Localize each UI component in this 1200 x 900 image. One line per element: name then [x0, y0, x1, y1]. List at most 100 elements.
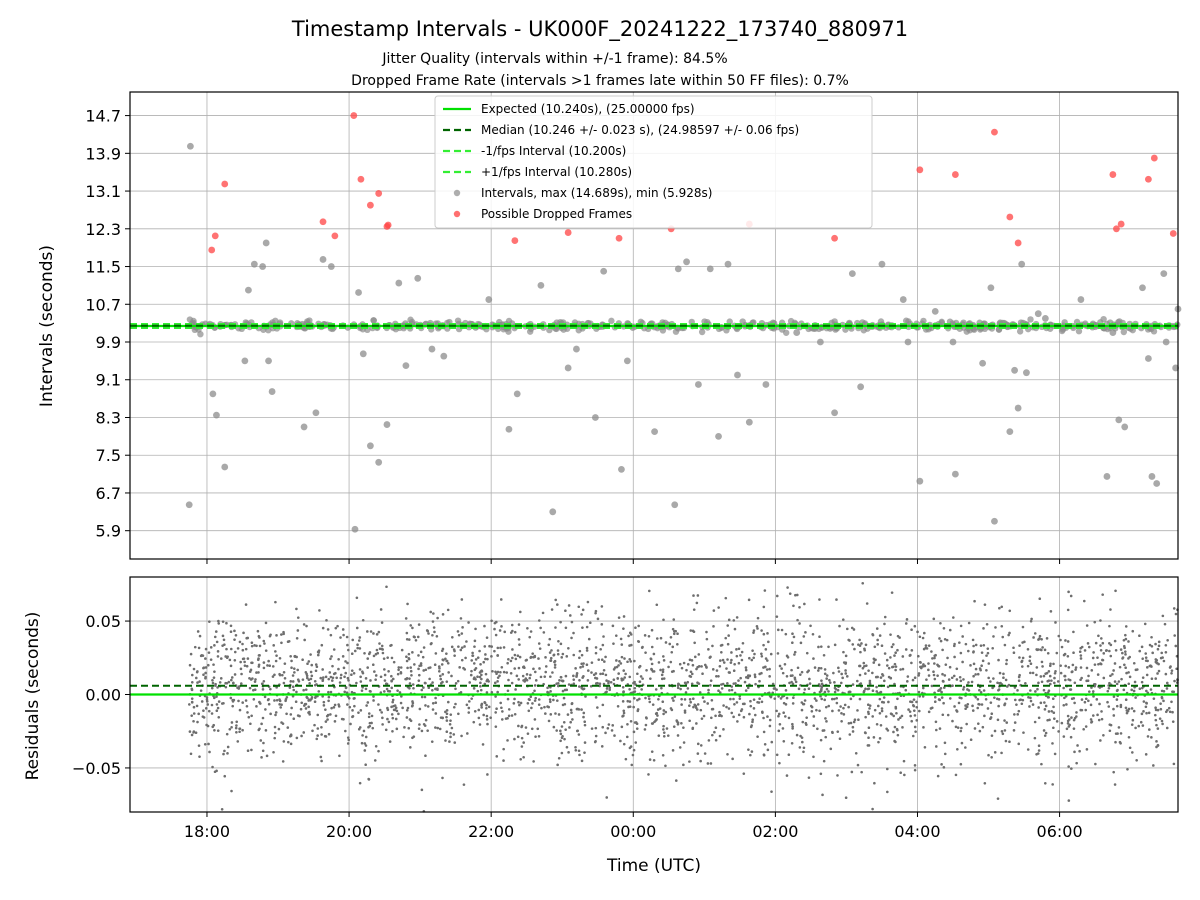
- residual-point: [833, 690, 837, 694]
- residual-point: [880, 707, 884, 710]
- residual-point: [1117, 726, 1121, 729]
- residual-point: [291, 685, 295, 689]
- residual-point: [767, 640, 770, 644]
- residual-point: [582, 711, 586, 715]
- residual-point: [829, 747, 833, 751]
- residual-point: [875, 685, 878, 689]
- residual-point: [691, 697, 695, 701]
- residual-point: [736, 720, 739, 723]
- residual-point: [233, 658, 237, 662]
- residual-point: [316, 734, 319, 737]
- interval-outlier-point: [951, 470, 959, 478]
- residual-point: [853, 647, 856, 651]
- residual-point: [537, 735, 541, 738]
- residual-point: [1071, 663, 1075, 667]
- residual-point: [561, 679, 565, 683]
- residual-point: [1112, 770, 1115, 774]
- residual-point: [1127, 707, 1131, 711]
- residual-point: [881, 674, 885, 677]
- interval-outlier-point: [623, 357, 631, 365]
- residual-point: [245, 704, 249, 708]
- residual-point: [673, 695, 677, 698]
- residual-point: [987, 753, 990, 757]
- residual-point: [485, 703, 488, 707]
- residual-point: [494, 695, 497, 698]
- residual-point: [762, 632, 766, 636]
- residual-point: [974, 643, 978, 647]
- residual-point: [289, 655, 292, 658]
- residual-point: [375, 633, 379, 636]
- residual-point: [526, 732, 530, 735]
- residual-point: [778, 722, 782, 726]
- residual-point: [356, 646, 359, 650]
- residual-point: [194, 676, 198, 680]
- residual-point: [554, 626, 557, 629]
- residual-point: [951, 684, 954, 688]
- interval-outlier-point: [549, 508, 557, 516]
- x-tick-label: 22:00: [468, 822, 514, 841]
- residual-point: [828, 681, 832, 684]
- residual-point: [220, 807, 224, 811]
- residual-point: [1109, 723, 1113, 727]
- residual-point: [662, 659, 666, 662]
- residual-point: [1122, 688, 1126, 692]
- residual-point: [233, 638, 236, 641]
- residual-point: [273, 731, 277, 735]
- residual-point: [487, 705, 491, 709]
- residual-point: [1036, 752, 1040, 755]
- residual-point: [721, 682, 725, 686]
- residual-point: [498, 674, 501, 678]
- residual-point: [1028, 705, 1031, 708]
- residual-point: [845, 627, 849, 631]
- residual-point: [1043, 708, 1047, 711]
- residual-point: [583, 741, 587, 744]
- residual-point: [610, 729, 614, 732]
- residual-point: [235, 724, 238, 727]
- residual-point: [467, 621, 470, 624]
- residual-point: [913, 624, 917, 628]
- residual-point: [568, 614, 572, 617]
- residual-point: [262, 639, 266, 643]
- residual-point: [1108, 641, 1111, 645]
- residual-point: [566, 713, 570, 716]
- residual-point: [1135, 758, 1138, 762]
- residual-point: [242, 657, 246, 660]
- residual-point: [957, 701, 961, 705]
- residual-point: [908, 654, 912, 657]
- residual-point: [1090, 669, 1094, 672]
- residual-point: [381, 716, 384, 720]
- residual-point: [647, 697, 651, 701]
- residual-point: [506, 739, 509, 742]
- residual-point: [944, 663, 948, 666]
- interval-outlier-point: [440, 352, 448, 360]
- residual-point: [890, 645, 894, 649]
- residual-point: [998, 606, 1001, 610]
- residual-point: [594, 609, 598, 613]
- residual-point: [660, 677, 664, 681]
- residual-point: [650, 645, 654, 649]
- interval-outlier-point: [1103, 473, 1111, 480]
- residual-point: [363, 749, 367, 752]
- residual-point: [204, 671, 207, 675]
- residual-point: [389, 644, 392, 647]
- residual-point: [657, 661, 661, 664]
- residual-point: [1073, 716, 1077, 720]
- residual-point: [955, 709, 958, 712]
- residual-point: [360, 741, 364, 745]
- residual-point: [565, 655, 569, 658]
- residual-point: [255, 671, 258, 674]
- intervals-plot: 5.96.77.58.39.19.910.711.512.313.113.914…: [37, 91, 1182, 564]
- residual-point: [733, 703, 736, 706]
- residual-point: [730, 685, 734, 688]
- residual-point: [405, 637, 409, 641]
- residual-point: [769, 652, 773, 656]
- interval-outlier-point: [831, 409, 838, 417]
- residual-point: [585, 663, 589, 667]
- residual-point: [1171, 720, 1175, 723]
- interval-point: [505, 317, 513, 325]
- residual-point: [622, 690, 625, 693]
- residual-point: [695, 708, 699, 711]
- residual-point: [1021, 665, 1024, 668]
- residual-point: [1149, 688, 1153, 691]
- residual-point: [310, 697, 313, 701]
